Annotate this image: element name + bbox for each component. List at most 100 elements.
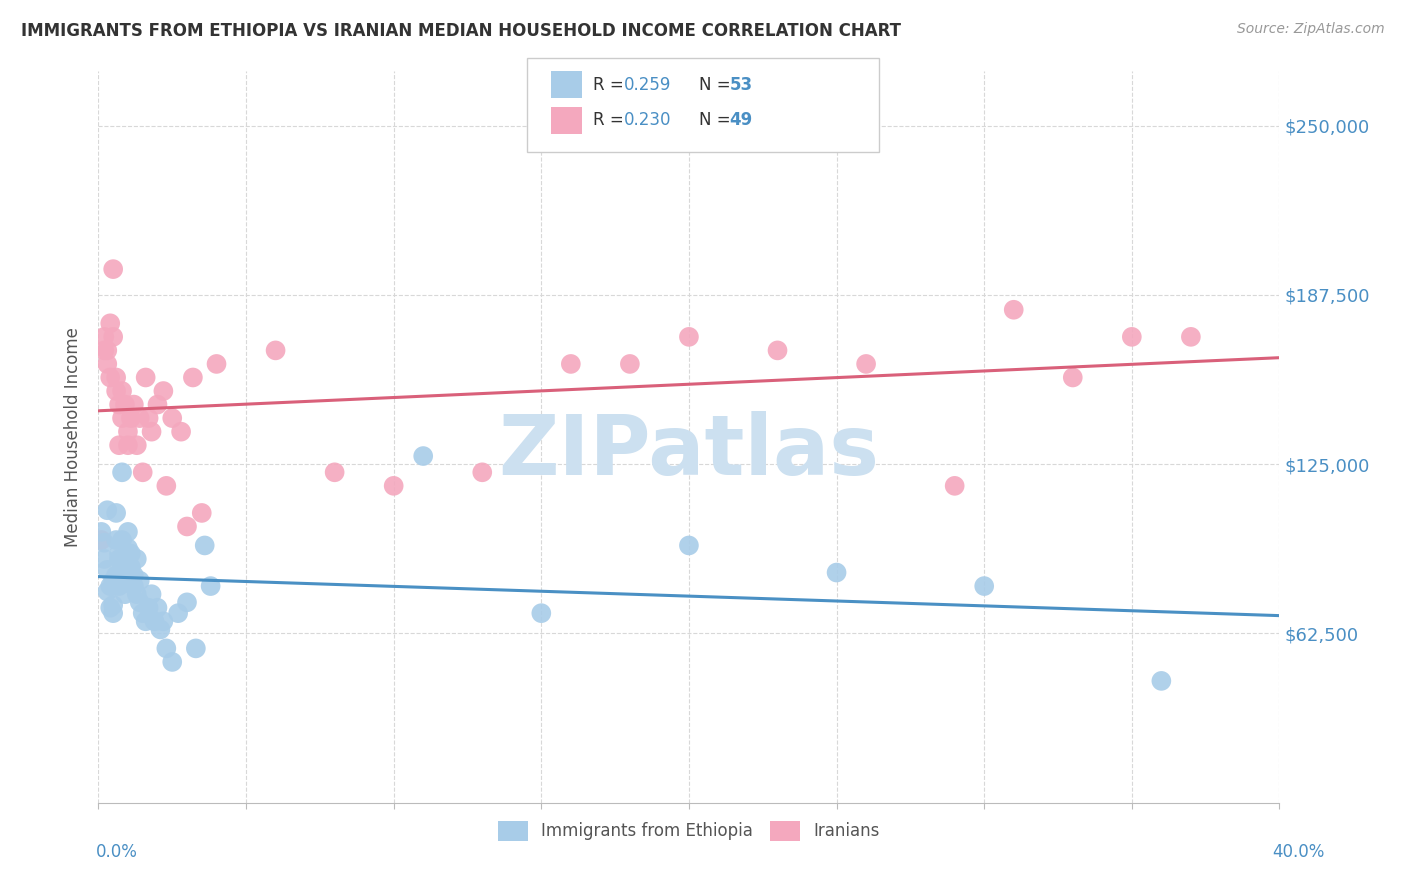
Point — [560, 357, 582, 371]
Text: 0.259: 0.259 — [624, 76, 672, 94]
Point — [111, 411, 134, 425]
Text: 40.0%: 40.0% — [1272, 843, 1324, 861]
Point — [766, 343, 789, 358]
Point — [855, 357, 877, 371]
Point — [108, 398, 131, 412]
Point — [135, 615, 157, 629]
Text: R =: R = — [593, 112, 630, 129]
Point — [96, 503, 118, 517]
Point — [825, 566, 848, 580]
Point — [120, 411, 142, 425]
Point — [323, 465, 346, 479]
Point — [1121, 330, 1143, 344]
Point — [205, 357, 228, 371]
Point — [93, 330, 115, 344]
Point — [111, 384, 134, 398]
Point — [176, 595, 198, 609]
Point — [111, 465, 134, 479]
Point — [117, 425, 139, 439]
Point — [973, 579, 995, 593]
Point — [96, 343, 118, 358]
Point — [678, 330, 700, 344]
Point — [117, 541, 139, 556]
Point — [471, 465, 494, 479]
Point — [103, 262, 125, 277]
Point — [530, 606, 553, 620]
Point — [98, 600, 121, 615]
Point — [191, 506, 214, 520]
Point — [167, 606, 190, 620]
Point — [128, 574, 150, 588]
Point — [108, 438, 131, 452]
Point — [114, 398, 136, 412]
Text: N =: N = — [699, 112, 735, 129]
Point — [98, 370, 121, 384]
Point — [943, 479, 966, 493]
Point — [181, 370, 204, 384]
Point — [128, 595, 150, 609]
Point — [108, 552, 131, 566]
Point — [111, 560, 134, 574]
Point — [103, 574, 125, 588]
Point — [98, 579, 121, 593]
Point — [619, 357, 641, 371]
Point — [105, 568, 128, 582]
Text: 0.230: 0.230 — [624, 112, 672, 129]
Point — [1150, 673, 1173, 688]
Point — [117, 438, 139, 452]
Point — [135, 370, 157, 384]
Point — [382, 479, 405, 493]
Point — [105, 384, 128, 398]
Point — [149, 623, 172, 637]
Point — [108, 579, 131, 593]
Point — [93, 552, 115, 566]
Point — [152, 615, 174, 629]
Point — [114, 587, 136, 601]
Point — [1180, 330, 1202, 344]
Point — [1002, 302, 1025, 317]
Point — [93, 535, 115, 549]
Point — [90, 533, 112, 547]
Point — [678, 538, 700, 552]
Point — [1062, 370, 1084, 384]
Point — [155, 479, 177, 493]
Point — [200, 579, 222, 593]
Text: R =: R = — [593, 76, 630, 94]
Point — [108, 547, 131, 561]
Text: 0.0%: 0.0% — [96, 843, 138, 861]
Point — [138, 600, 160, 615]
Point — [120, 547, 142, 561]
Text: Source: ZipAtlas.com: Source: ZipAtlas.com — [1237, 22, 1385, 37]
Legend: Immigrants from Ethiopia, Iranians: Immigrants from Ethiopia, Iranians — [489, 813, 889, 849]
Point — [125, 587, 148, 601]
Text: N =: N = — [699, 76, 735, 94]
Point — [96, 357, 118, 371]
Point — [162, 411, 183, 425]
Point — [103, 606, 125, 620]
Text: ZIPatlas: ZIPatlas — [499, 411, 879, 492]
Point — [141, 425, 163, 439]
Point — [96, 563, 118, 577]
Text: IMMIGRANTS FROM ETHIOPIA VS IRANIAN MEDIAN HOUSEHOLD INCOME CORRELATION CHART: IMMIGRANTS FROM ETHIOPIA VS IRANIAN MEDI… — [21, 22, 901, 40]
Point — [96, 584, 118, 599]
Point — [264, 343, 287, 358]
Text: 53: 53 — [730, 76, 752, 94]
Point — [117, 524, 139, 539]
Point — [170, 425, 193, 439]
Point — [143, 615, 166, 629]
Point — [93, 343, 115, 358]
Point — [141, 587, 163, 601]
Point — [105, 533, 128, 547]
Point — [132, 606, 155, 620]
Point — [146, 600, 169, 615]
Point — [138, 411, 160, 425]
Point — [90, 524, 112, 539]
Point — [125, 552, 148, 566]
Point — [412, 449, 434, 463]
Point — [122, 579, 145, 593]
Point — [162, 655, 183, 669]
Point — [114, 574, 136, 588]
Text: 49: 49 — [730, 112, 754, 129]
Point — [111, 533, 134, 547]
Point — [105, 506, 128, 520]
